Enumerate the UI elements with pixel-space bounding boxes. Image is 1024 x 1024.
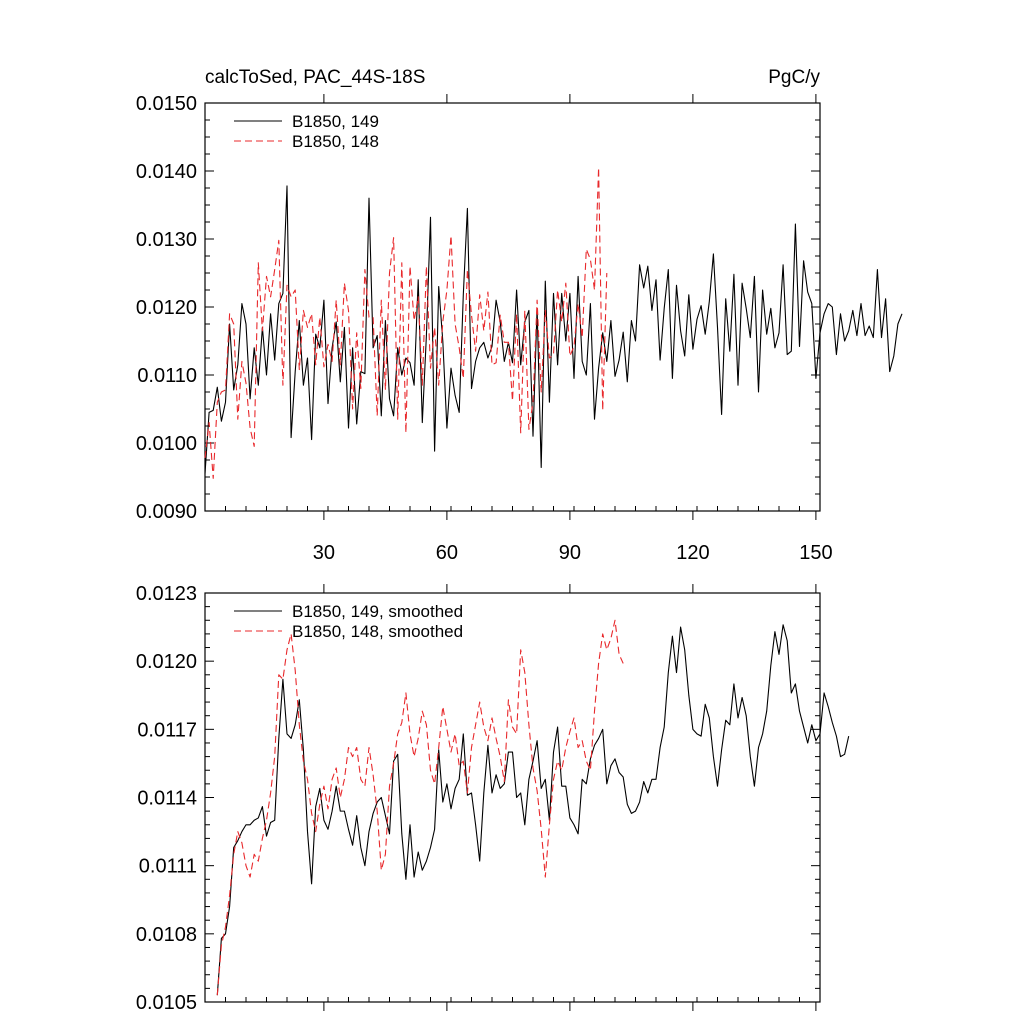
y-tick-label: 0.0108 — [136, 924, 197, 946]
legend-label: B1850, 148, smoothed — [292, 622, 463, 641]
series-line-run-149 — [216, 624, 850, 996]
chart-title: calcToSed, PAC_44S-18S — [205, 67, 425, 88]
axes-bottom: 0.0105 0.0108 0.0111 0.0114 0.0117 0.0120 0.01… — [136, 583, 821, 1014]
x-tick-label: 60 — [436, 542, 458, 564]
legend-label: B1850, 149, smoothed — [292, 602, 463, 621]
y-tick-label: 0.0111 — [139, 856, 197, 878]
series-line-run-149 — [204, 185, 903, 474]
series-bottom — [216, 619, 850, 996]
y-tick-label: 0.0140 — [136, 161, 197, 183]
y-tick-label: 0.0117 — [137, 719, 197, 741]
y-tick-label: 0.0090 — [136, 501, 197, 523]
y-tick-label: 0.0110 — [137, 365, 197, 387]
series-line-run-148 — [204, 167, 608, 479]
x-tick-label: 90 — [559, 542, 581, 564]
y-tick-label: 0.0120 — [136, 297, 197, 319]
x-tick-label: 120 — [676, 542, 709, 564]
y-tick-label: 0.0150 — [136, 93, 197, 115]
y-tick-label: 0.0120 — [136, 651, 197, 673]
legend-label: B1850, 149 — [292, 112, 379, 131]
units-label: PgC/y — [768, 67, 820, 88]
legend-label: B1850, 148 — [292, 132, 379, 151]
x-tick-label: 150 — [799, 542, 832, 564]
axes-top: 0.0090 0.0100 0.0110 0.0120 0.0130 0.0140 0.01… — [136, 93, 833, 564]
y-tick-label: 0.0123 — [136, 583, 197, 605]
y-tick-label: 0.0130 — [136, 229, 197, 251]
y-tick-label: 0.0114 — [137, 788, 197, 810]
y-tick-label: 0.0100 — [136, 433, 197, 455]
plot-frame-top — [204, 102, 821, 512]
series-top — [204, 167, 903, 479]
x-tick-label: 30 — [313, 542, 335, 564]
y-tick-label: 0.0105 — [136, 992, 197, 1014]
plot-frame-bottom — [204, 592, 821, 1003]
top-panel: calcToSed, PAC_44S-18S PgC/y 0.0090 0.010… — [136, 67, 903, 564]
series-line-run-148 — [216, 619, 624, 996]
bottom-panel: 0.0105 0.0108 0.0111 0.0114 0.0117 0.0120 0.01… — [136, 583, 850, 1014]
